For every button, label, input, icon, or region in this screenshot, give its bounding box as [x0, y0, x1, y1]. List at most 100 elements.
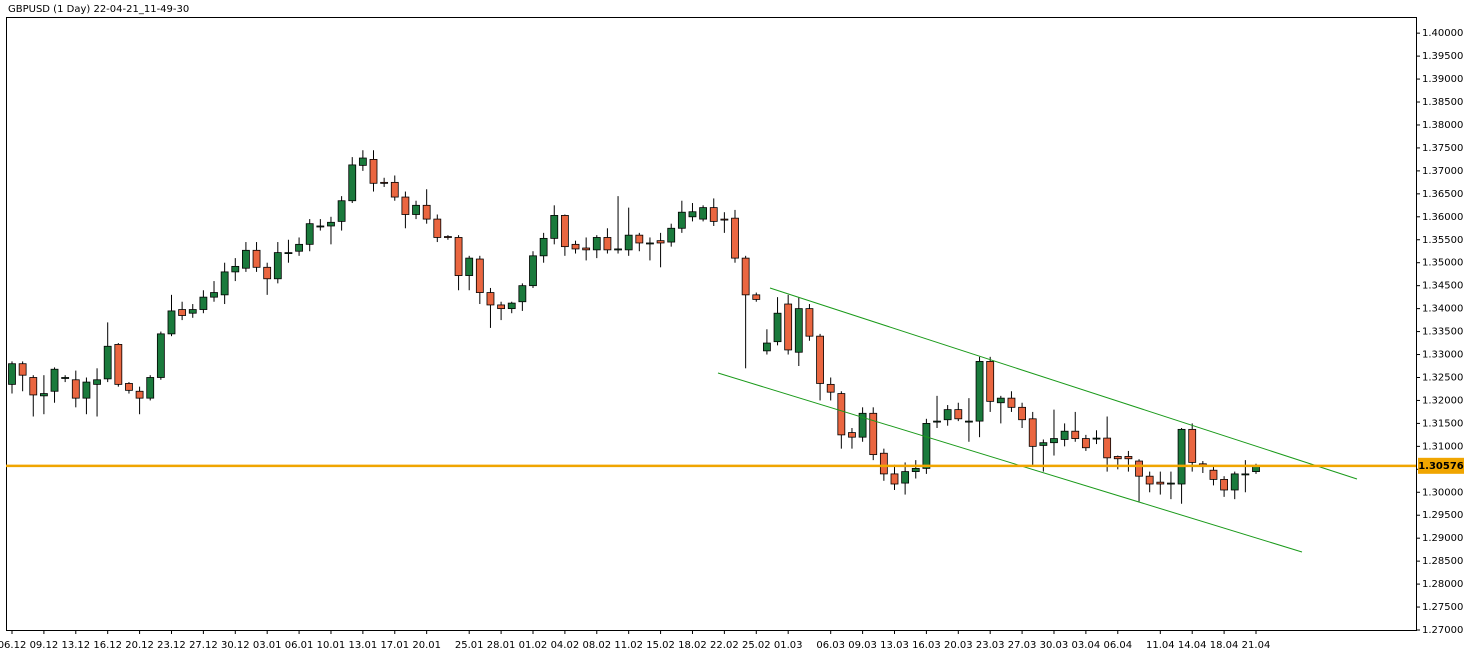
candle-body [1124, 456, 1133, 460]
price-label-box [1418, 457, 1464, 474]
price-label: 1.30576 [1418, 461, 1464, 472]
y-tick-label: 1.30000 [1422, 487, 1463, 498]
candle-body [327, 221, 335, 227]
candle-body [592, 237, 601, 251]
candle-body [167, 310, 176, 335]
candle-body [337, 200, 346, 222]
candle-body [677, 211, 686, 229]
x-tick-label: 11.02 [614, 640, 643, 651]
x-tick-label: 06.01 [285, 640, 314, 651]
y-tick-label: 1.31500 [1422, 418, 1463, 429]
candle-body [135, 390, 144, 399]
candle-body [252, 249, 261, 268]
candle-body [1060, 430, 1069, 440]
x-tick-label: 15.02 [646, 640, 675, 651]
candle-body [603, 237, 612, 251]
candle-body [1220, 479, 1229, 491]
candle-body [284, 252, 293, 255]
candle-body [465, 257, 474, 276]
x-tick-label: 13.12 [61, 640, 90, 651]
candle-body [933, 420, 941, 423]
candle-body [1145, 475, 1154, 485]
y-tick-label: 1.37500 [1422, 143, 1463, 154]
candle-body [646, 242, 654, 245]
candle-body [82, 381, 91, 399]
candle-body [837, 393, 846, 436]
x-tick-label: 20.12 [125, 640, 154, 651]
candle-body [295, 243, 303, 252]
plot-frame [6, 17, 1417, 631]
trend-line-lower [717, 372, 1303, 553]
chart-title: GBPUSD (1 Day) 22-04-21_11-49-30 [8, 4, 189, 15]
candle-body [18, 363, 27, 376]
candle-body [1039, 442, 1048, 446]
x-tick-label: 30.03 [1040, 640, 1069, 651]
candle-body [242, 249, 250, 269]
candle-body [507, 302, 516, 310]
y-tick-label: 1.39000 [1422, 74, 1463, 85]
x-tick-label: 27.03 [1008, 640, 1037, 651]
candle-body [1071, 430, 1080, 439]
candle-body [93, 379, 101, 385]
candle-body [401, 196, 410, 215]
y-tick-label: 1.40000 [1422, 28, 1463, 39]
x-tick-label: 03.01 [253, 640, 282, 651]
candle-body [1230, 473, 1239, 491]
candle-body [805, 308, 814, 337]
x-tick-label: 13.01 [349, 640, 378, 651]
candle-body [125, 383, 133, 391]
candle-body [869, 412, 878, 456]
y-tick-label: 1.34000 [1422, 304, 1463, 315]
y-tick-label: 1.28500 [1422, 556, 1463, 567]
x-tick-label: 17.01 [380, 640, 409, 651]
candle-body [422, 204, 431, 220]
candle-body [1167, 482, 1175, 485]
x-tick-label: 11.04 [1146, 640, 1175, 651]
candle-body [1103, 437, 1112, 459]
candle-body [50, 368, 59, 392]
candle-body [731, 217, 739, 259]
x-tick-label: 20.01 [412, 640, 441, 651]
candle-body [1177, 428, 1186, 485]
candle-body [1209, 469, 1218, 480]
candle-body [518, 285, 527, 303]
x-tick-label: 03.04 [1072, 640, 1101, 651]
candle-body [890, 473, 899, 485]
candle-body [635, 234, 644, 244]
x-tick-label: 22.02 [710, 640, 739, 651]
x-tick-label: 21.04 [1242, 640, 1271, 651]
candle-body [922, 422, 931, 469]
x-tick-label: 09.12 [30, 640, 59, 651]
x-tick-label: 23.03 [976, 640, 1005, 651]
candle-body [1081, 438, 1090, 449]
y-tick-label: 1.35000 [1422, 258, 1463, 269]
x-tick-label: 20.03 [944, 640, 973, 651]
candle-body [975, 361, 984, 422]
candle-body [114, 344, 123, 385]
candle-body [369, 159, 378, 184]
y-tick-label: 1.29500 [1422, 510, 1463, 521]
candle-body [954, 409, 963, 420]
candle-body [571, 243, 580, 250]
x-tick-label: 30.12 [221, 640, 250, 651]
y-tick-label: 1.36000 [1422, 212, 1463, 223]
candle-body [614, 248, 622, 251]
trend-line-upper [769, 287, 1358, 480]
y-tick-label: 1.38500 [1422, 97, 1463, 108]
candle-body [826, 383, 835, 393]
x-tick-label: 18.04 [1210, 640, 1239, 651]
candles [8, 150, 1260, 504]
candle-body [560, 215, 569, 248]
y-tick-label: 1.34500 [1422, 281, 1463, 292]
candle-body [380, 181, 389, 184]
candle-body [454, 237, 463, 276]
candle-body [848, 432, 856, 438]
y-tick-label: 1.33500 [1422, 327, 1463, 338]
candle-body [263, 266, 272, 280]
x-tick-label: 08.02 [582, 640, 611, 651]
x-tick-label: 01.03 [774, 640, 803, 651]
candle-body [943, 409, 952, 421]
candle-body [709, 207, 718, 222]
y-tick-label: 1.39500 [1422, 51, 1463, 62]
x-tick-label: 01.02 [519, 640, 548, 651]
